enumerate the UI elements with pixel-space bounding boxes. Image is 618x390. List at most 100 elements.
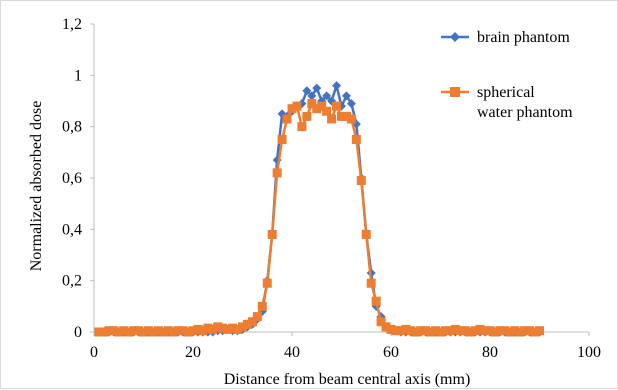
legend-marker-brain-phantom [450, 32, 460, 42]
data-point [312, 83, 322, 93]
data-point [530, 327, 540, 337]
x-tick-label: 0 [90, 344, 98, 361]
data-point [203, 323, 213, 333]
data-point [421, 326, 431, 336]
data-point [436, 327, 445, 337]
y-tick-label: 1 [74, 67, 82, 84]
data-point [223, 324, 233, 334]
data-point [208, 324, 218, 334]
data-point [252, 312, 262, 322]
data-point [386, 324, 396, 334]
data-point [198, 326, 208, 336]
x-axis-title: Distance from beam central axis (mm) [224, 371, 471, 388]
data-point [465, 327, 475, 337]
x-tick-label: 40 [284, 344, 300, 361]
data-point [302, 86, 312, 96]
data-point [163, 326, 173, 336]
data-point [515, 327, 525, 337]
data-point [440, 326, 450, 336]
data-point [361, 229, 371, 239]
series-line [99, 84, 540, 334]
data-point [218, 323, 228, 333]
data-point [109, 326, 119, 336]
data-point [505, 327, 515, 337]
data-point [401, 324, 411, 334]
data-point [168, 327, 178, 337]
data-point [371, 296, 381, 306]
data-point [470, 326, 480, 336]
data-point [346, 114, 356, 124]
tick-labels: 0 20 40 60 80 100 0 0,2 0,4 0,6 0,8 1 1,2 [62, 16, 601, 361]
data-point [485, 326, 495, 336]
legend-marker-spherical-water-phantom [450, 87, 460, 97]
data-point [124, 327, 134, 337]
data-point [139, 327, 148, 337]
x-tick-label: 20 [185, 344, 201, 361]
data-point [238, 322, 247, 332]
data-point [158, 327, 168, 337]
data-point [332, 101, 342, 111]
data-point [267, 229, 277, 239]
data-point [153, 326, 163, 336]
data-point [307, 99, 317, 109]
data-point [247, 317, 257, 327]
data-point [178, 326, 188, 336]
y-tick-label: 0,6 [62, 170, 82, 187]
x-tick-label: 60 [383, 344, 399, 361]
data-point [341, 111, 351, 121]
data-point [525, 326, 535, 336]
data-point [262, 278, 272, 288]
data-point [431, 326, 441, 336]
data-point [317, 101, 327, 111]
data-point [292, 101, 302, 111]
data-point [346, 99, 356, 109]
data-point [351, 135, 361, 144]
data-point [490, 327, 500, 337]
data-point [114, 327, 124, 337]
data-point [341, 91, 351, 101]
data-point [455, 326, 465, 336]
data-point [406, 326, 416, 336]
data-point [327, 114, 337, 124]
data-point [322, 106, 332, 116]
legend-label-line-1: spherical [477, 84, 535, 101]
data-point [287, 104, 297, 114]
y-tick-label: 1,2 [62, 16, 82, 33]
data-point [148, 327, 158, 337]
data-point [366, 278, 376, 288]
data-point [99, 327, 109, 337]
x-tick-label: 100 [577, 344, 601, 361]
data-point [307, 91, 317, 101]
data-point [143, 326, 153, 336]
data-point [332, 81, 342, 91]
data-point [510, 326, 520, 336]
data-point [173, 326, 183, 336]
data-point [535, 326, 544, 336]
data-point [396, 326, 406, 336]
data-point [282, 114, 292, 124]
data-point [119, 326, 129, 336]
data-point [480, 326, 490, 336]
data-point [356, 176, 366, 186]
legend-label-brain-phantom: brain phantom [477, 29, 570, 46]
data-point [450, 324, 460, 334]
data-point [312, 104, 322, 114]
legend-label-line-2: water phantom [477, 104, 573, 121]
legend: brain phantom spherical water phantom [441, 29, 573, 121]
data-point [94, 327, 104, 337]
data-point [233, 324, 243, 334]
y-tick-label: 0,4 [62, 221, 82, 238]
legend-entry-brain-phantom: brain phantom [441, 29, 570, 46]
series-layer [94, 81, 544, 337]
data-point [500, 326, 510, 336]
data-point [445, 326, 455, 336]
y-tick-label: 0,8 [62, 119, 82, 136]
data-point [495, 326, 505, 336]
data-point [416, 326, 426, 336]
data-point [411, 327, 421, 337]
data-point [129, 326, 139, 336]
data-point [257, 301, 267, 311]
data-point [183, 327, 193, 337]
